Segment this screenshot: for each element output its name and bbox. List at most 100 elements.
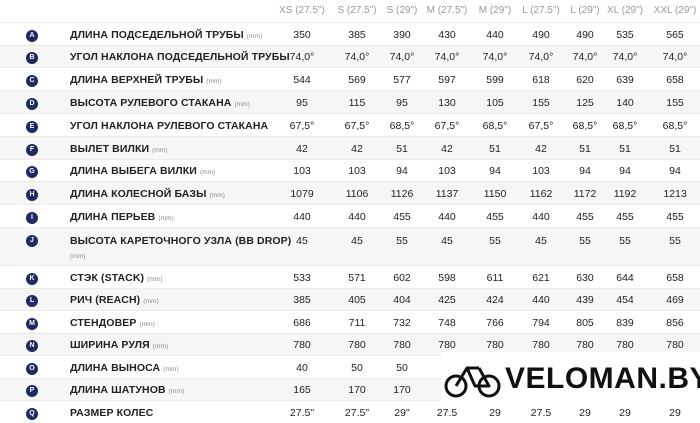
row-label-text: ДЛИНА ШАТУНОВ (70, 384, 166, 396)
table-cell: 140 (616, 97, 634, 109)
row-label-text: ДЛИНА ВЕРХНЕЙ ТРУБЫ (70, 74, 204, 86)
table-cell: 455 (393, 211, 411, 223)
table-cell: 74,0° (289, 51, 315, 63)
table-cell: 155 (666, 97, 684, 109)
column-header: S (29") (386, 5, 418, 16)
table-cell: 45 (535, 235, 547, 247)
column-header: XL (29") (607, 5, 643, 16)
table-row: L РИЧ (REACH) (mm) 385 405 404 425 424 440 439 454… (0, 288, 700, 310)
table-cell: 68,5° (572, 120, 598, 132)
table-cell: 130 (438, 97, 456, 109)
table-cell: 74,0° (572, 51, 598, 63)
table-cell: 780 (616, 339, 634, 351)
row-letter-badge: C (26, 75, 38, 87)
table-cell: 95 (296, 97, 308, 109)
table-cell: 440 (293, 211, 311, 223)
table-cell: 94 (489, 165, 501, 177)
row-letter-badge: B (26, 52, 38, 64)
table-cell: 780 (348, 339, 366, 351)
table-cell: 469 (666, 294, 684, 306)
table-cell: 440 (348, 211, 366, 223)
table-cell: 50 (351, 362, 363, 374)
table-cell: 565 (666, 29, 684, 41)
table-cell: 105 (486, 97, 504, 109)
table-cell: 74,0° (612, 51, 638, 63)
table-cell: 165 (293, 384, 311, 396)
table-row: Q РАЗМЕР КОЛЕС 27.5" 27.5" 29" 27.5 29 27.5 29 29… (0, 400, 700, 423)
row-letter-badge: L (26, 295, 38, 307)
row-label: УГОЛ НАКЛОНА ПОДСЕДЕЛЬНОЙ ТРУБЫ (70, 51, 290, 63)
column-header: M (27.5") (426, 5, 468, 16)
row-letter-badge: J (26, 235, 38, 247)
table-cell: 67,5° (289, 120, 315, 132)
table-cell: 51 (619, 143, 631, 155)
row-unit: (mm) (158, 215, 174, 222)
table-cell: 115 (348, 97, 366, 109)
table-row: D ВЫСОТА РУЛЕВОГО СТАКАНА (mm) 95 115 95 130 10… (0, 90, 700, 113)
table-cell: 68,5° (612, 120, 638, 132)
table-cell: 405 (348, 294, 366, 306)
table-cell: 569 (348, 74, 366, 86)
row-label-text: ВЫЛЕТ ВИЛКИ (70, 143, 150, 155)
table-cell: 598 (438, 272, 456, 284)
row-label: СТЕНДОВЕР (mm) (70, 317, 155, 329)
row-label: УГОЛ НАКЛОНА РУЛЕВОГО СТАКАНА (70, 120, 268, 132)
row-label: РАЗМЕР КОЛЕС (70, 407, 153, 419)
table-cell: 602 (393, 272, 411, 284)
table-cell: 439 (576, 294, 594, 306)
row-label: ДЛИНА ВЫНОСА (mm) (70, 362, 179, 374)
table-cell: 29 (619, 407, 631, 419)
table-cell: 780 (438, 339, 456, 351)
row-letter-badge: I (26, 212, 38, 224)
table-cell: 455 (666, 211, 684, 223)
table-cell: 94 (396, 165, 408, 177)
table-cell: 103 (438, 165, 456, 177)
row-label-text: РАЗМЕР КОЛЕС (70, 407, 154, 419)
row-label: ДЛИНА ПЕРЬЕВ (mm) (70, 211, 174, 223)
table-cell: 74,0° (434, 51, 460, 63)
row-label: ВЫЛЕТ ВИЛКИ (mm) (70, 143, 168, 155)
table-cell: 74,0° (662, 51, 688, 63)
table-cell: 621 (532, 272, 550, 284)
table-cell: 45 (441, 235, 453, 247)
table-cell: 40 (296, 362, 308, 374)
table-header: XS (27.5") S (27.5") S (29") M (27.5") M (29… (0, 0, 700, 22)
row-unit: (mm) (139, 321, 156, 328)
row-label-text: ДЛИНА ВЫНОСА (70, 362, 161, 374)
table-cell: 42 (296, 143, 308, 155)
table-cell: 618 (532, 74, 550, 86)
table-cell: 42 (441, 143, 453, 155)
table-cell: 55 (396, 235, 408, 247)
table-cell: 67,5° (344, 120, 370, 132)
table-cell: 780 (576, 339, 594, 351)
table-cell: 856 (666, 317, 684, 329)
row-letter-badge: D (26, 98, 38, 110)
table-cell: 425 (438, 294, 456, 306)
table-cell: 103 (293, 165, 311, 177)
row-label: ВЫСОТА РУЛЕВОГО СТАКАНА (mm) (70, 97, 250, 109)
table-cell: 440 (532, 211, 550, 223)
row-label-text: ДЛИНА ПЕРЬЕВ (70, 211, 156, 223)
table-cell: 29 (579, 407, 591, 419)
row-label-text: СТЭК (STACK) (70, 272, 145, 284)
row-label: ВЫСОТА КАРЕТОЧНОГО УЗЛА (BB DROP) (mm) (70, 235, 291, 260)
table-cell: 611 (486, 272, 504, 284)
table-row: G ДЛИНА ВЫБЕГА ВИЛКИ (mm) 103 103 94 103 94 103 9… (0, 159, 700, 181)
table-cell: 732 (393, 317, 411, 329)
row-label-text: ДЛИНА ВЫБЕГА ВИЛКИ (70, 165, 197, 177)
row-label: ДЛИНА ШАТУНОВ (mm) (70, 384, 184, 396)
table-cell: 1213 (663, 188, 687, 200)
table-cell: 544 (293, 74, 311, 86)
table-cell: 571 (348, 272, 366, 284)
table-cell: 658 (666, 272, 684, 284)
table-cell: 125 (576, 97, 594, 109)
table-cell: 29" (394, 407, 410, 419)
table-cell: 103 (348, 165, 366, 177)
table-cell: 780 (666, 339, 684, 351)
table-cell: 94 (669, 165, 681, 177)
table-cell: 68,5° (389, 120, 415, 132)
column-header: S (27.5") (337, 5, 377, 16)
table-cell: 424 (486, 294, 504, 306)
row-unit: (mm) (209, 192, 226, 199)
table-cell: 385 (348, 29, 366, 41)
